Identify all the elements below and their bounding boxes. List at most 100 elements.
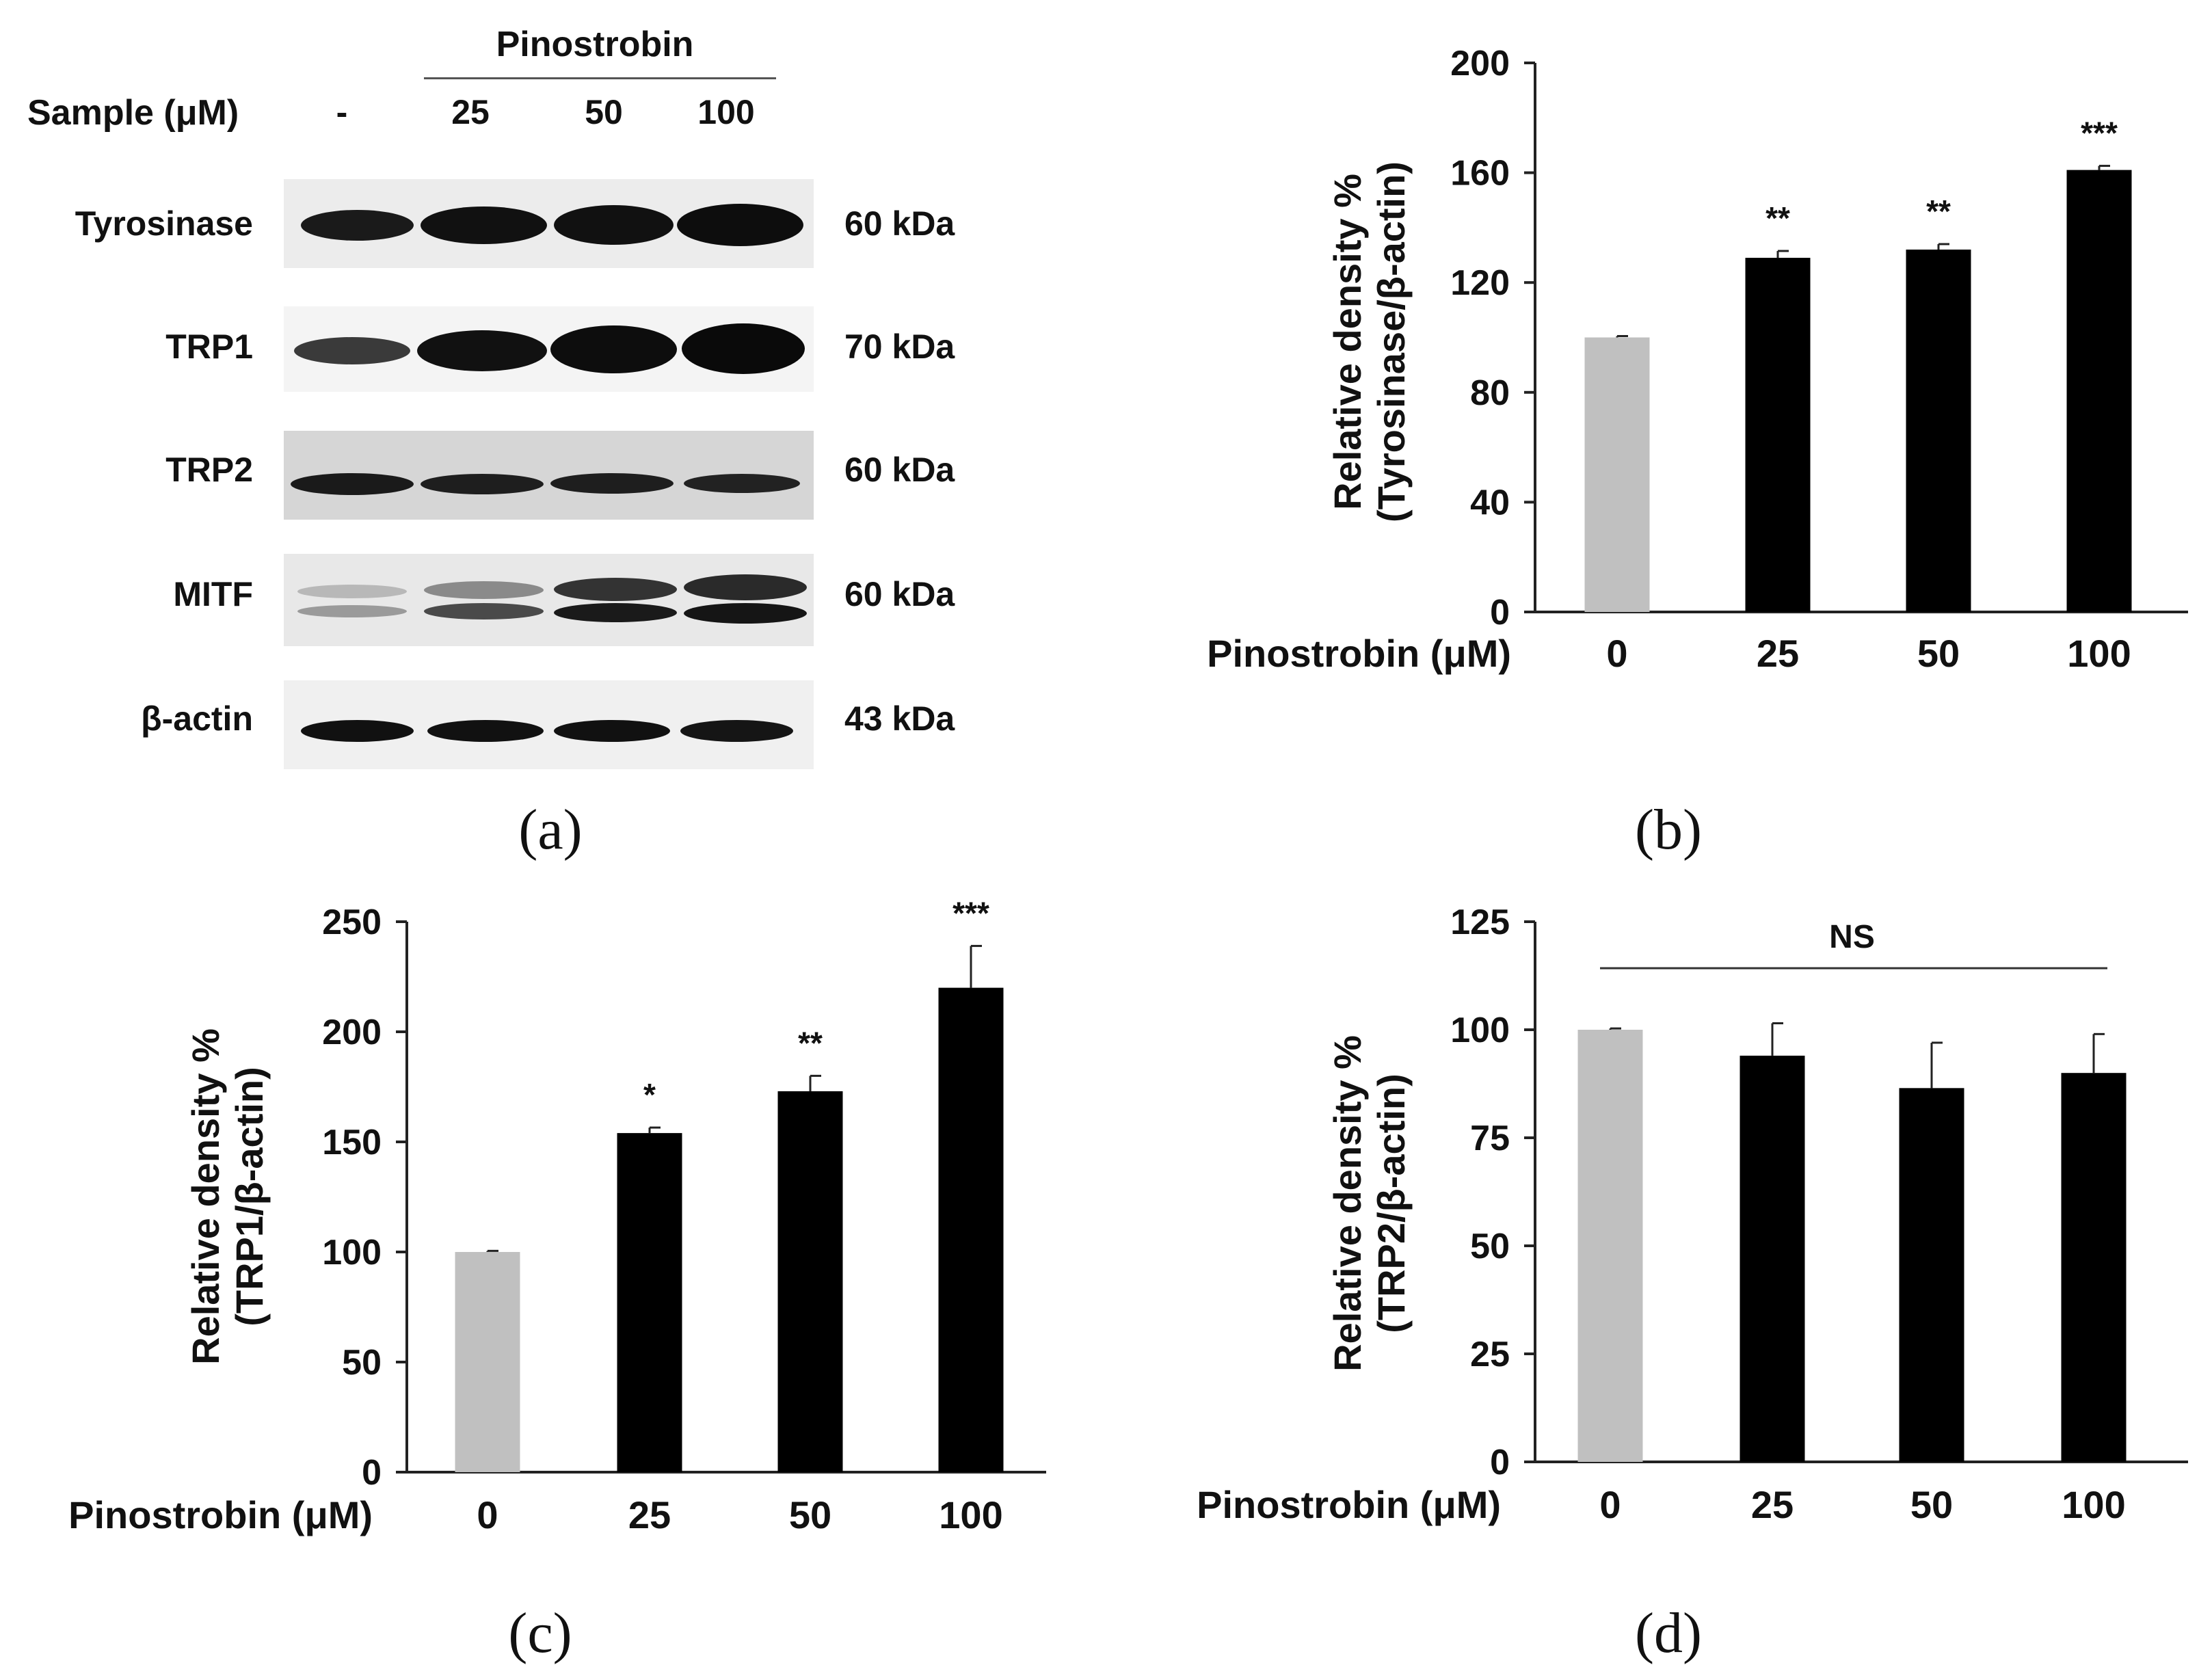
wb-band [421,474,544,494]
x-tick-label: 25 [628,1493,671,1536]
y-tick-label: 150 [322,1123,382,1162]
y-tick-label: 25 [1470,1335,1510,1374]
x-tick-label: 0 [1606,632,1627,675]
bar [938,987,1004,1472]
bar [2061,1073,2127,1462]
wb-kda-beta-actin: 43 kDa [844,699,955,738]
significance-label: ** [1765,200,1790,236]
bar [455,1252,520,1472]
y-tick-label: 200 [1450,44,1510,83]
wb-band [554,578,677,601]
bar [777,1091,843,1472]
y-tick-label: 40 [1470,483,1510,522]
wb-group-line [424,77,776,79]
ns-label: NS [1829,919,1875,955]
bar [2066,170,2132,612]
wb-strip-mitf [284,554,814,646]
panel-label-c: (c) [508,1601,572,1665]
x-tick-label: 0 [1599,1483,1621,1526]
x-axis-label: Pinostrobin (μM) [1197,1483,1501,1526]
wb-band [427,720,544,742]
y-tick-label: 100 [322,1233,382,1272]
wb-band [680,720,793,742]
wb-band [301,720,414,742]
wb-lane-0: - [336,93,348,131]
y-tick-label: 100 [1450,1011,1510,1050]
bar [1906,250,1971,612]
wb-band [417,330,547,371]
y-tick-label: 75 [1470,1119,1510,1158]
y-tick-label: 120 [1450,263,1510,303]
wb-band [682,323,805,374]
wb-band [294,337,410,364]
panel-label-a: (a) [518,798,583,862]
wb-band [554,205,674,245]
bar [1584,337,1650,612]
wb-strip-beta-actin [284,680,814,769]
wb-kda-tyrosinase: 60 kDa [844,204,955,243]
wb-strip-tyrosinase [284,179,814,268]
bar [1577,1030,1643,1462]
wb-kda-trp2: 60 kDa [844,451,955,489]
panel-label-b: (b) [1635,798,1702,862]
x-tick-label: 100 [2067,632,2131,675]
wb-band [554,720,670,742]
x-tick-label: 25 [1751,1483,1794,1526]
x-tick-label: 100 [939,1493,1002,1536]
wb-band [424,581,544,599]
significance-label: *** [952,895,989,931]
wb-band [297,605,407,617]
significance-label: *** [2081,116,2118,151]
chart-tyrosinase: 0 40 80 120 160 200 Relative density %(Tyrosin… [1207,44,2188,675]
wb-sample-label: Sample (μM) [27,93,239,133]
wb-band [684,474,800,493]
bar [1899,1088,1964,1462]
wb-strip-trp1 [284,306,814,392]
wb-band [291,473,414,495]
wb-protein-trp1: TRP1 [165,328,253,366]
y-tick-label: 50 [342,1343,382,1383]
y-tick-label: 160 [1450,154,1510,194]
y-axis-label: Relative density %(TRP1/β-actin) [184,1028,271,1365]
wb-band [424,603,544,619]
y-tick-label: 125 [1450,903,1510,942]
wb-band [550,325,677,373]
bar [1745,258,1811,612]
wb-band [421,206,547,244]
x-tick-label: 100 [2062,1483,2125,1526]
bar [617,1133,682,1472]
y-tick-label: 0 [1490,593,1510,632]
chart-trp2: 0 25 50 75 100 125 Relative density %(TRP2/β-a… [1197,903,2188,1526]
x-tick-label: 25 [1757,632,1799,675]
x-axis-label: Pinostrobin (μM) [1207,632,1511,675]
wb-band [301,210,414,241]
wb-kda-trp1: 70 kDa [844,328,955,366]
y-tick-label: 200 [322,1013,382,1052]
x-tick-label: 0 [477,1493,498,1536]
wb-band [684,603,807,624]
wb-protein-mitf: MITF [173,575,253,613]
x-tick-label: 50 [1917,632,1960,675]
wb-lane-3: 100 [697,93,755,131]
wb-band [684,574,807,600]
wb-protein-trp2: TRP2 [165,451,253,489]
panel-label-d: (d) [1635,1601,1702,1665]
significance-label: ** [798,1025,823,1061]
y-tick-label: 0 [362,1453,382,1493]
wb-band [297,585,407,598]
wb-lane-1: 25 [451,93,490,131]
y-axis-label: Relative density %(Tyrosinase/β-actin) [1326,161,1413,522]
significance-label: * [643,1077,656,1112]
wb-band [677,204,803,246]
x-axis-label: Pinostrobin (μM) [68,1493,373,1536]
x-tick-label: 50 [789,1493,831,1536]
wb-band [550,473,674,494]
y-tick-label: 80 [1470,373,1510,413]
wb-kda-mitf: 60 kDa [844,575,955,613]
wb-protein-beta-actin: β-actin [141,699,253,738]
wb-band [554,603,677,622]
y-tick-label: 50 [1470,1227,1510,1266]
wb-protein-tyrosinase: Tyrosinase [75,204,253,243]
wb-strip-trp2 [284,431,814,520]
